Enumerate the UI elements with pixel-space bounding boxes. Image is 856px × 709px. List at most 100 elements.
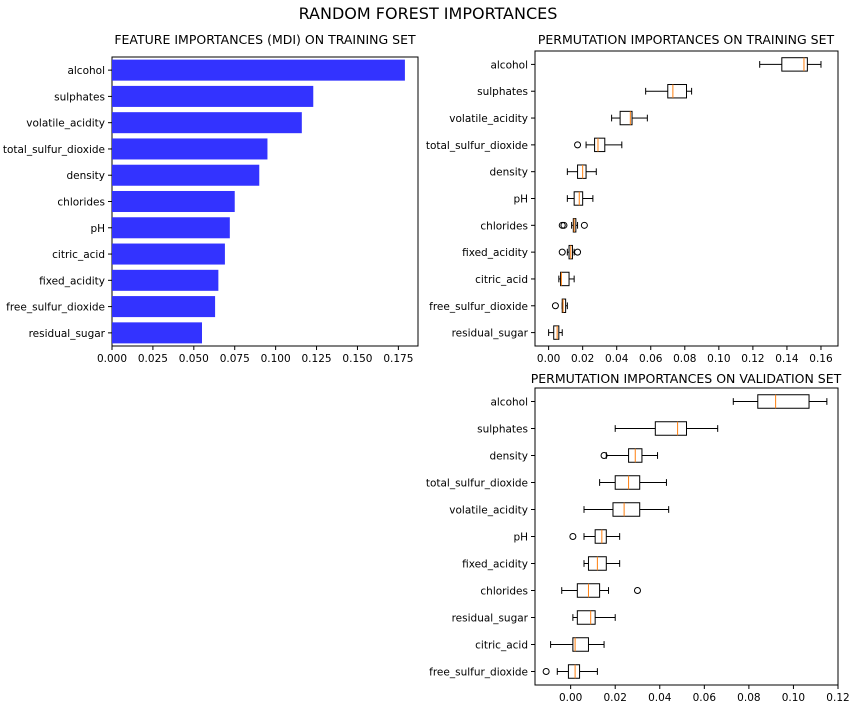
validation-box (576, 610, 596, 625)
train-marks: 0.00 0.02 0.04 0.06 0.08 0.10 0.12 0.14 0.16 alco… (426, 57, 833, 365)
train-y-tick-label: sulphates (477, 86, 528, 98)
validation-y-tick-label: total_sulfur_dioxide (426, 478, 528, 490)
train-y-tick-label: volatile_acidity (449, 113, 528, 125)
validation-y-tick-label: chlorides (480, 586, 528, 598)
mdi-bar (112, 164, 260, 186)
validation-box (567, 664, 581, 679)
mdi-bar (112, 322, 202, 344)
validation-marks: 0.00 0.02 0.04 0.06 0.08 0.10 0.12 alcohol sulph… (426, 394, 850, 704)
train-box (553, 325, 560, 340)
mdi-y-tick-label: free_sulfur_dioxide (6, 302, 105, 314)
validation-chart-title: PERMUTATION IMPORTANCES ON VALIDATION SE… (531, 371, 842, 386)
validation-y-tick-label: residual_sugar (452, 613, 529, 625)
validation-y-tick-label: pH (513, 532, 528, 544)
mdi-x-tick-label: 0.075 (220, 353, 250, 365)
mdi-chart-title: FEATURE IMPORTANCES (MDI) ON TRAINING SE… (114, 32, 416, 47)
train-outlier (574, 248, 582, 256)
validation-y-tick-label: density (490, 451, 529, 463)
mdi-y-tick-label: citric_acid (52, 249, 105, 261)
train-x-tick-label: 0.10 (707, 353, 730, 365)
validation-box (594, 529, 607, 544)
train-box (573, 191, 584, 206)
validation-box (654, 421, 688, 436)
train-y-tick-label: free_sulfur_dioxide (429, 301, 528, 313)
train-x-tick-label: 0.12 (741, 353, 764, 365)
validation-x-tick-label: 0.06 (693, 692, 717, 704)
train-y-tick-label: alcohol (490, 59, 528, 71)
mdi-y-tick-label: residual_sugar (29, 328, 106, 340)
mdi-y-tick-label: alcohol (67, 65, 105, 77)
validation-outlier (569, 533, 577, 540)
validation-outlier (600, 452, 608, 459)
validation-box (612, 502, 641, 517)
train-x-tick-label: 0.00 (537, 353, 560, 365)
mdi-bar-chart: FEATURE IMPORTANCES (MDI) ON TRAINING SE… (3, 32, 419, 365)
train-outlier (551, 302, 559, 310)
mdi-x-tick-label: 0.150 (342, 353, 372, 365)
validation-y-tick-label: alcohol (490, 397, 528, 409)
train-y-tick-label: residual_sugar (452, 328, 529, 340)
mdi-bar (112, 190, 235, 213)
mdi-bar (112, 269, 219, 291)
train-box (781, 57, 808, 72)
train-outlier (560, 221, 568, 229)
mdi-x-tick-label: 0.050 (179, 353, 209, 365)
train-box (667, 84, 687, 99)
validation-x-tick-label: 0.02 (604, 692, 627, 704)
validation-x-tick-label: 0.00 (559, 692, 582, 704)
train-permutation-boxplot: PERMUTATION IMPORTANCES ON TRAINING SET … (426, 32, 839, 365)
mdi-bar (112, 296, 216, 318)
train-x-tick-label: 0.14 (775, 353, 799, 365)
train-y-tick-label: total_sulfur_dioxide (426, 140, 528, 152)
validation-y-tick-label: fixed_acidity (462, 559, 528, 571)
train-x-tick-label: 0.04 (605, 353, 629, 365)
mdi-y-tick-label: density (67, 170, 106, 182)
train-x-tick-label: 0.06 (639, 353, 663, 365)
validation-x-tick-label: 0.12 (826, 692, 849, 704)
mdi-y-tick-label: total_sulfur_dioxide (3, 144, 105, 156)
mdi-bar (112, 85, 314, 107)
validation-x-tick-label: 0.08 (737, 692, 760, 704)
mdi-y-tick-label: pH (90, 223, 105, 235)
train-outlier (580, 221, 588, 229)
mdi-bar (112, 217, 230, 239)
validation-y-tick-label: volatile_acidity (449, 505, 528, 517)
mdi-bar (112, 243, 225, 265)
train-y-tick-label: density (490, 167, 529, 179)
validation-box (572, 637, 589, 652)
mdi-y-tick-label: fixed_acidity (39, 275, 105, 287)
validation-y-tick-label: free_sulfur_dioxide (429, 667, 528, 679)
train-y-tick-label: pH (513, 194, 528, 206)
mdi-x-tick-label: 0.125 (302, 353, 332, 365)
validation-box (614, 475, 641, 490)
train-outlier (574, 141, 582, 149)
train-x-tick-label: 0.08 (673, 353, 696, 365)
validation-box (757, 394, 810, 409)
mdi-bar (112, 138, 268, 160)
train-y-tick-label: chlorides (480, 220, 528, 232)
mdi-bar (112, 112, 302, 134)
mdi-y-tick-label: sulphates (54, 91, 105, 103)
train-box (594, 137, 606, 153)
train-box (561, 298, 567, 313)
mdi-y-tick-label: volatile_acidity (26, 118, 105, 130)
validation-x-tick-label: 0.04 (648, 692, 672, 704)
train-x-tick-label: 0.16 (809, 353, 833, 365)
mdi-x-tick-label: 0.000 (97, 353, 127, 365)
validation-x-tick-label: 0.10 (782, 692, 805, 704)
train-x-tick-label: 0.02 (571, 353, 594, 365)
mdi-bar (112, 59, 405, 81)
mdi-x-tick-label: 0.175 (383, 353, 413, 365)
mdi-marks: 0.000 0.025 0.050 0.075 0.100 0.125 0.150 0.175… (3, 59, 413, 365)
train-box (560, 271, 570, 287)
validation-y-tick-label: sulphates (477, 424, 528, 436)
train-y-tick-label: citric_acid (475, 274, 528, 286)
validation-outlier (542, 668, 550, 675)
train-box (577, 164, 587, 179)
validation-outlier (633, 587, 641, 594)
train-chart-title: PERMUTATION IMPORTANCES ON TRAINING SET (538, 32, 835, 47)
mdi-y-tick-label: chlorides (57, 197, 105, 209)
mdi-x-tick-label: 0.100 (261, 353, 291, 365)
train-outlier (558, 248, 566, 256)
